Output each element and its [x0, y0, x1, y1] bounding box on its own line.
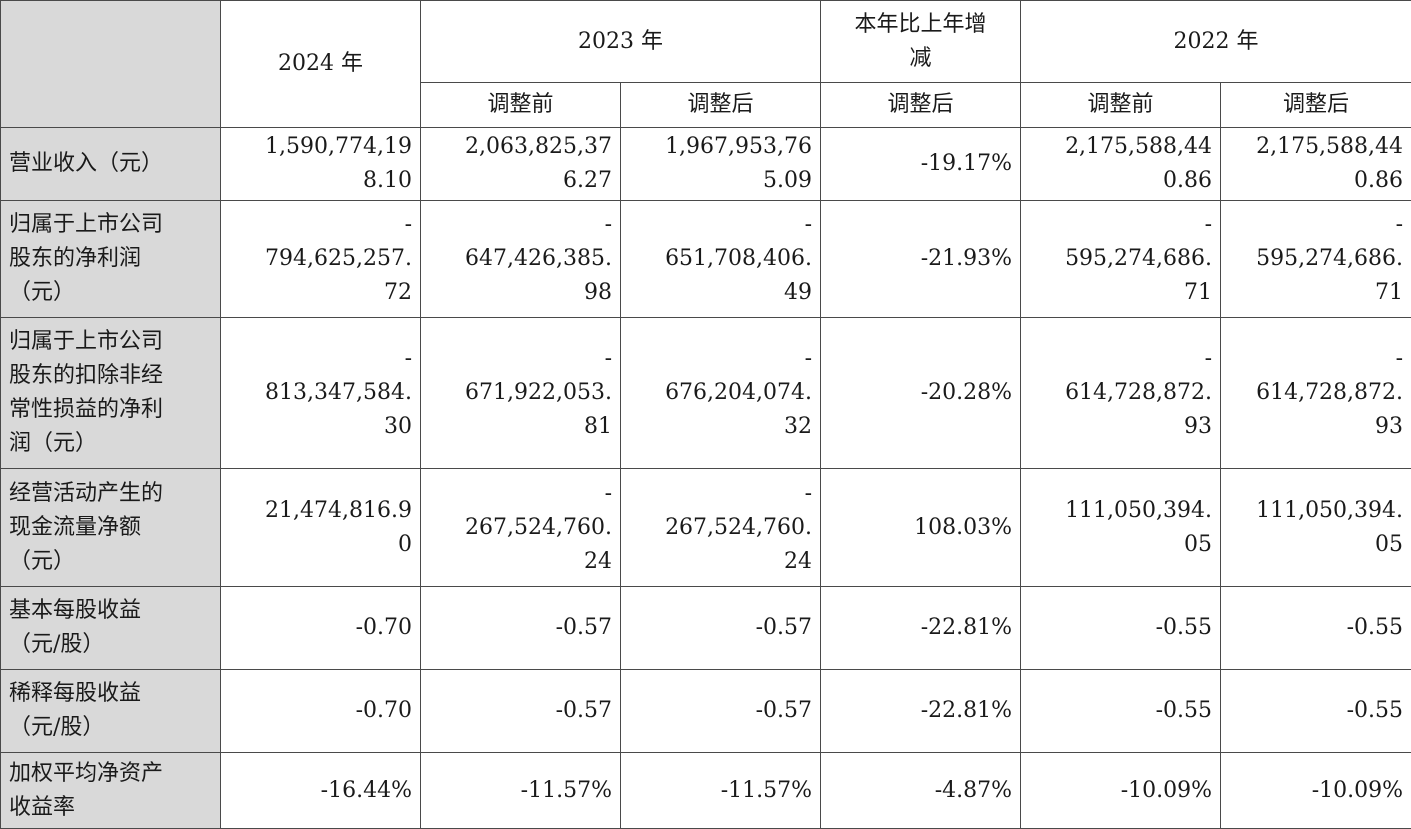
value-2022-before: -0.55: [1021, 670, 1221, 753]
header-2023-before: 调整前: [421, 83, 621, 128]
value-2022-before: -10.09%: [1021, 753, 1221, 829]
value-2024: -0.70: [221, 587, 421, 670]
header-2022-before: 调整前: [1021, 83, 1221, 128]
table-row: 归属于上市公司 股东的扣除非经 常性损益的净利 润（元） - 813,347,5…: [1, 318, 1411, 469]
value-2023-after: -0.57: [621, 670, 821, 753]
value-2022-before: - 614,728,872. 93: [1021, 318, 1221, 469]
value-2023-after: -11.57%: [621, 753, 821, 829]
header-corner-cell: [1, 1, 221, 128]
value-2024: 21,474,816.9 0: [221, 469, 421, 587]
value-2023-before: - 647,426,385. 98: [421, 201, 621, 318]
header-2022-after: 调整后: [1221, 83, 1411, 128]
row-label: 稀释每股收益 （元/股）: [1, 670, 221, 753]
value-2022-after: -10.09%: [1221, 753, 1411, 829]
header-change-after: 调整后: [821, 83, 1021, 128]
header-2024: 2024 年: [221, 1, 421, 128]
table-row: 稀释每股收益 （元/股） -0.70 -0.57 -0.57 -22.81% -…: [1, 670, 1411, 753]
value-change: 108.03%: [821, 469, 1021, 587]
value-2022-before: 2,175,588,44 0.86: [1021, 128, 1221, 201]
table-row: 经营活动产生的 现金流量净额 （元） 21,474,816.9 0 - 267,…: [1, 469, 1411, 587]
table-row: 加权平均净资产 收益率 -16.44% -11.57% -11.57% -4.8…: [1, 753, 1411, 829]
header-2023-after: 调整后: [621, 83, 821, 128]
table-row: 营业收入（元） 1,590,774,19 8.10 2,063,825,37 6…: [1, 128, 1411, 201]
header-change: 本年比上年增 减: [821, 1, 1021, 83]
row-label: 加权平均净资产 收益率: [1, 753, 221, 829]
value-2024: -0.70: [221, 670, 421, 753]
value-change: -22.81%: [821, 587, 1021, 670]
row-label: 营业收入（元）: [1, 128, 221, 201]
value-2022-after: -0.55: [1221, 670, 1411, 753]
value-2023-after: - 651,708,406. 49: [621, 201, 821, 318]
header-row-years: 2024 年 2023 年 本年比上年增 减 2022 年: [1, 1, 1411, 83]
header-2023: 2023 年: [421, 1, 821, 83]
row-label: 经营活动产生的 现金流量净额 （元）: [1, 469, 221, 587]
row-label: 归属于上市公司 股东的净利润 （元）: [1, 201, 221, 318]
value-2023-before: - 671,922,053. 81: [421, 318, 621, 469]
value-change: -4.87%: [821, 753, 1021, 829]
value-2023-after: - 676,204,074. 32: [621, 318, 821, 469]
table-row: 归属于上市公司 股东的净利润 （元） - 794,625,257. 72 - 6…: [1, 201, 1411, 318]
value-2023-after: 1,967,953,76 5.09: [621, 128, 821, 201]
value-2022-after: 111,050,394. 05: [1221, 469, 1411, 587]
header-2022: 2022 年: [1021, 1, 1411, 83]
value-2023-before: -0.57: [421, 587, 621, 670]
value-2023-after: - 267,524,760. 24: [621, 469, 821, 587]
value-2022-after: 2,175,588,44 0.86: [1221, 128, 1411, 201]
value-2022-before: - 595,274,686. 71: [1021, 201, 1221, 318]
value-2023-before: -11.57%: [421, 753, 621, 829]
value-2023-after: -0.57: [621, 587, 821, 670]
value-2023-before: 2,063,825,37 6.27: [421, 128, 621, 201]
value-2022-after: -0.55: [1221, 587, 1411, 670]
value-change: -19.17%: [821, 128, 1021, 201]
value-2022-before: -0.55: [1021, 587, 1221, 670]
value-2024: - 794,625,257. 72: [221, 201, 421, 318]
table-row: 基本每股收益 （元/股） -0.70 -0.57 -0.57 -22.81% -…: [1, 587, 1411, 670]
value-change: -21.93%: [821, 201, 1021, 318]
value-change: -20.28%: [821, 318, 1021, 469]
value-2024: 1,590,774,19 8.10: [221, 128, 421, 201]
value-2024: - 813,347,584. 30: [221, 318, 421, 469]
row-label: 基本每股收益 （元/股）: [1, 587, 221, 670]
value-2022-before: 111,050,394. 05: [1021, 469, 1221, 587]
value-change: -22.81%: [821, 670, 1021, 753]
row-label: 归属于上市公司 股东的扣除非经 常性损益的净利 润（元）: [1, 318, 221, 469]
value-2023-before: -0.57: [421, 670, 621, 753]
value-2022-after: - 614,728,872. 93: [1221, 318, 1411, 469]
value-2024: -16.44%: [221, 753, 421, 829]
value-2022-after: - 595,274,686. 71: [1221, 201, 1411, 318]
value-2023-before: - 267,524,760. 24: [421, 469, 621, 587]
